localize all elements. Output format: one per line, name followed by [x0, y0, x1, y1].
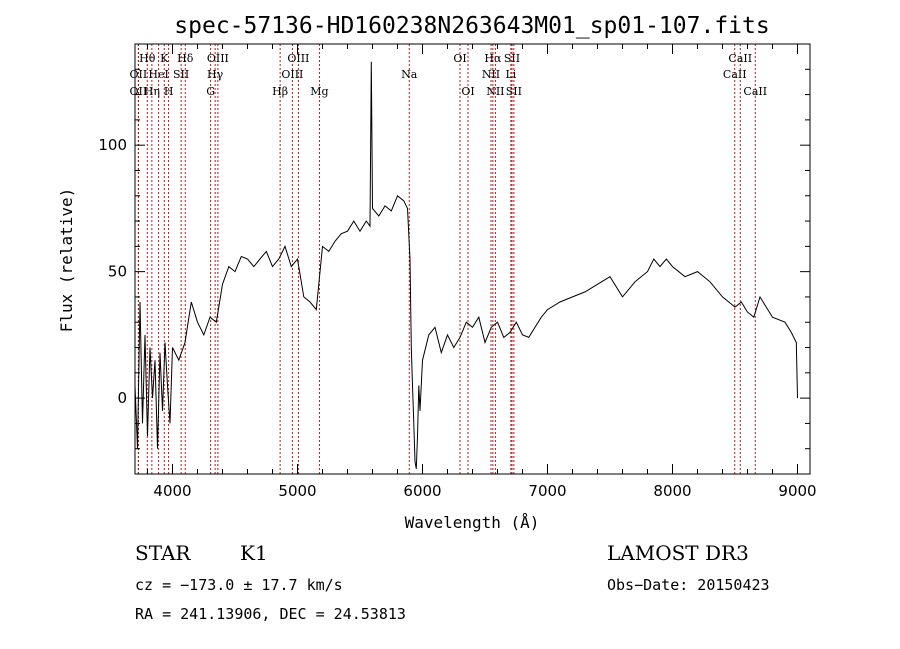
line-label: Mg — [310, 85, 328, 98]
line-label: OIII — [207, 52, 229, 65]
line-label: OIII — [281, 68, 303, 81]
line-label: CaII — [728, 52, 752, 65]
y-axis-label: Flux (relative) — [57, 188, 76, 333]
line-label: Hθ — [139, 52, 156, 65]
line-label: OI — [461, 85, 474, 98]
y-axis-ticks: 0 50 100 — [98, 43, 810, 450]
x-tick-label: 6000 — [403, 482, 441, 500]
line-label: SII — [506, 85, 522, 98]
plot-frame — [134, 43, 811, 475]
x-tick-label: 9000 — [778, 482, 816, 500]
line-label: OI — [453, 52, 466, 65]
line-label: OII — [130, 85, 148, 98]
line-label: H — [164, 85, 174, 98]
line-label: Hδ — [177, 52, 194, 65]
line-label: K — [160, 52, 169, 65]
line-label: SII — [173, 68, 189, 81]
object-type: STAR — [135, 541, 191, 565]
line-label: HeI — [148, 68, 168, 81]
survey-name: LAMOST DR3 — [607, 541, 749, 565]
y-tick-label: 100 — [98, 136, 127, 154]
x-tick-label: 7000 — [528, 482, 566, 500]
line-label: Hα — [484, 52, 502, 65]
x-tick-label: 4000 — [153, 482, 191, 500]
line-label: NII — [486, 85, 504, 98]
line-label: CaII — [743, 85, 767, 98]
line-label: CaII — [723, 68, 747, 81]
observation-date: Obs−Date: 20150423 — [607, 576, 770, 594]
spectral-line-markers: Hθ OII OII K HeI Hη Hδ SII H OIII Hγ G OIII OIII Hβ Mg N… — [130, 44, 767, 474]
x-axis-label: Wavelength (Å) — [405, 513, 540, 532]
redshift-velocity: cz = −173.0 ± 17.7 km/s — [135, 576, 343, 594]
y-tick-label: 0 — [117, 389, 127, 407]
line-label: NII — [482, 68, 500, 81]
x-axis-ticks: 4000 5000 6000 7000 8000 9000 — [147, 44, 817, 500]
line-label: G — [206, 85, 215, 98]
line-label: OII — [130, 68, 148, 81]
x-tick-label: 8000 — [653, 482, 691, 500]
line-label: SII — [504, 52, 520, 65]
y-tick-label: 50 — [108, 263, 127, 281]
line-label: Li — [505, 68, 516, 81]
line-label: Na — [401, 68, 418, 81]
line-label: Hγ — [207, 68, 224, 81]
object-subclass: K1 — [240, 541, 268, 565]
line-label: Hη — [144, 85, 160, 98]
chart-title: spec-57136-HD160238N263643M01_sp01-107.f… — [174, 13, 769, 39]
line-label: Hβ — [272, 85, 288, 98]
coordinates: RA = 241.13906, DEC = 24.53813 — [135, 605, 406, 623]
line-label: OIII — [287, 52, 309, 65]
x-tick-label: 5000 — [278, 482, 316, 500]
spectrum-series-line — [134, 61, 798, 469]
